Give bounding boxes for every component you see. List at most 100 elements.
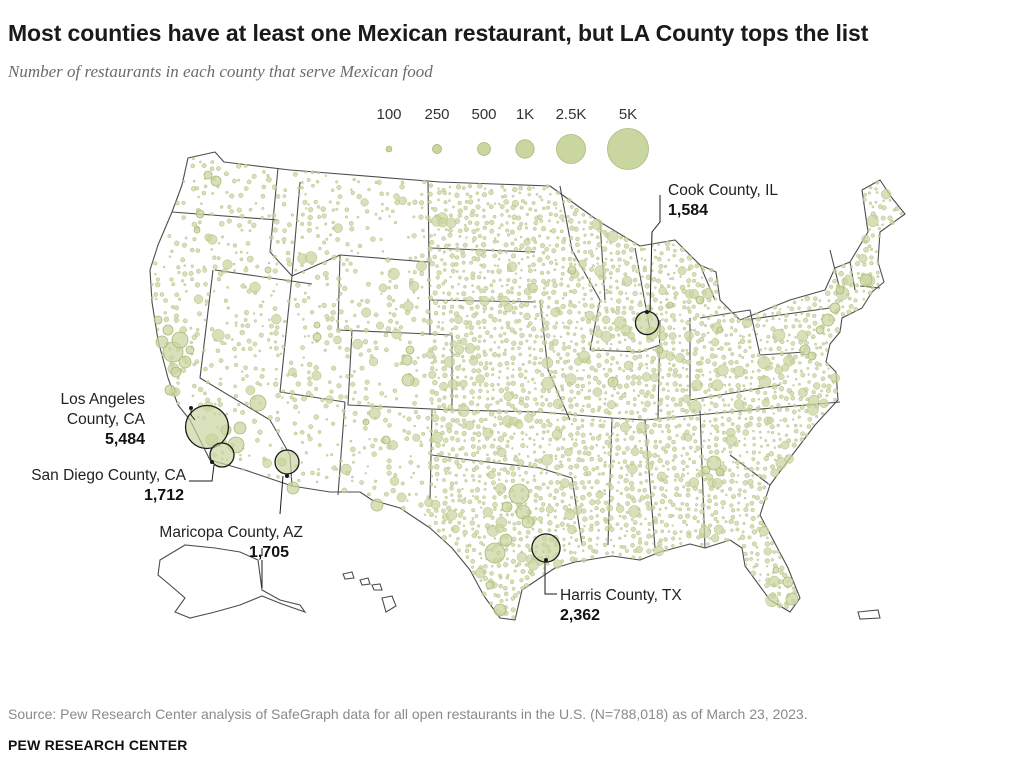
county-bubble: [741, 530, 745, 534]
county-bubble: [666, 475, 669, 478]
county-bubble: [533, 240, 538, 245]
county-bubble: [587, 277, 592, 281]
county-bubble: [322, 270, 329, 277]
county-bubble: [609, 538, 613, 542]
county-bubble: [568, 403, 574, 409]
county-bubble: [642, 431, 647, 436]
county-bubble: [386, 295, 393, 301]
county-bubble: [778, 382, 782, 386]
county-bubble: [839, 299, 843, 303]
county-bubble: [493, 593, 498, 597]
county-bubble: [875, 270, 880, 275]
county-bubble: [479, 288, 484, 294]
county-bubble: [708, 537, 711, 540]
county-bubble: [661, 493, 665, 497]
county-bubble: [531, 411, 536, 417]
county-bubble: [478, 459, 484, 465]
county-bubble: [254, 202, 258, 205]
san-diego-bubble: [209, 442, 235, 468]
county-bubble: [762, 485, 767, 490]
county-bubble: [430, 361, 434, 365]
county-bubble: [786, 424, 790, 428]
county-bubble: [272, 289, 276, 293]
county-bubble: [557, 394, 560, 398]
county-bubble: [514, 420, 524, 429]
county-bubble: [540, 317, 546, 322]
county-bubble: [578, 527, 585, 534]
county-bubble: [576, 513, 579, 516]
county-bubble: [316, 472, 321, 477]
county-bubble: [497, 346, 501, 349]
county-bubble: [590, 408, 596, 413]
county-bubble: [565, 352, 570, 357]
county-bubble: [512, 368, 515, 371]
county-bubble: [766, 334, 771, 339]
county-bubble: [273, 340, 278, 344]
county-bubble: [482, 535, 487, 539]
county-bubble: [574, 342, 579, 346]
county-bubble: [637, 354, 643, 359]
county-bubble: [391, 328, 402, 340]
county-bubble: [492, 502, 498, 508]
county-bubble: [765, 340, 769, 344]
county-bubble: [667, 530, 671, 533]
county-bubble: [413, 424, 416, 428]
county-bubble: [668, 499, 673, 504]
county-bubble: [652, 542, 655, 545]
county-bubble: [173, 317, 180, 323]
county-bubble: [779, 570, 784, 575]
county-bubble: [736, 474, 740, 477]
county-bubble: [471, 451, 477, 457]
county-bubble: [414, 394, 419, 398]
county-bubble: [311, 370, 322, 381]
county-bubble: [416, 296, 420, 300]
county-bubble: [197, 386, 204, 393]
county-bubble: [561, 239, 566, 245]
county-bubble: [465, 325, 469, 329]
county-bubble: [605, 268, 610, 272]
county-bubble: [730, 508, 736, 513]
county-bubble: [608, 271, 613, 276]
county-bubble: [665, 395, 670, 400]
county-bubble: [735, 383, 741, 389]
county-bubble: [236, 207, 242, 213]
county-bubble: [589, 365, 595, 371]
county-bubble: [607, 367, 613, 373]
county-bubble: [359, 365, 365, 371]
county-bubble: [541, 262, 546, 267]
county-bubble: [698, 489, 703, 494]
county-bubble: [671, 446, 678, 452]
county-bubble: [368, 407, 381, 420]
county-bubble: [191, 156, 196, 161]
county-bubble: [608, 463, 614, 469]
county-bubble: [528, 436, 532, 441]
county-bubble: [573, 521, 577, 525]
county-bubble: [561, 257, 566, 262]
county-bubble: [713, 495, 718, 500]
county-bubble: [513, 456, 519, 462]
county-bubble: [596, 408, 601, 413]
county-bubble: [686, 472, 690, 475]
county-bubble: [475, 353, 482, 359]
county-bubble: [489, 219, 495, 226]
county-bubble: [742, 429, 749, 436]
county-bubble: [799, 424, 803, 428]
county-bubble: [858, 254, 868, 263]
county-bubble: [364, 386, 368, 391]
county-bubble: [561, 416, 567, 422]
county-bubble: [203, 318, 207, 322]
county-bubble: [364, 472, 367, 475]
county-bubble: [449, 304, 455, 309]
county-bubble: [806, 366, 810, 370]
county-bubble: [626, 400, 631, 405]
county-bubble: [749, 557, 753, 561]
legend-bubble: [515, 139, 535, 159]
county-bubble: [483, 290, 486, 294]
county-bubble: [553, 515, 558, 519]
county-bubble: [829, 302, 841, 314]
county-bubble: [527, 321, 533, 326]
county-bubble: [548, 260, 554, 265]
county-bubble: [573, 263, 577, 266]
county-bubble: [714, 387, 718, 392]
county-bubble: [792, 384, 795, 387]
